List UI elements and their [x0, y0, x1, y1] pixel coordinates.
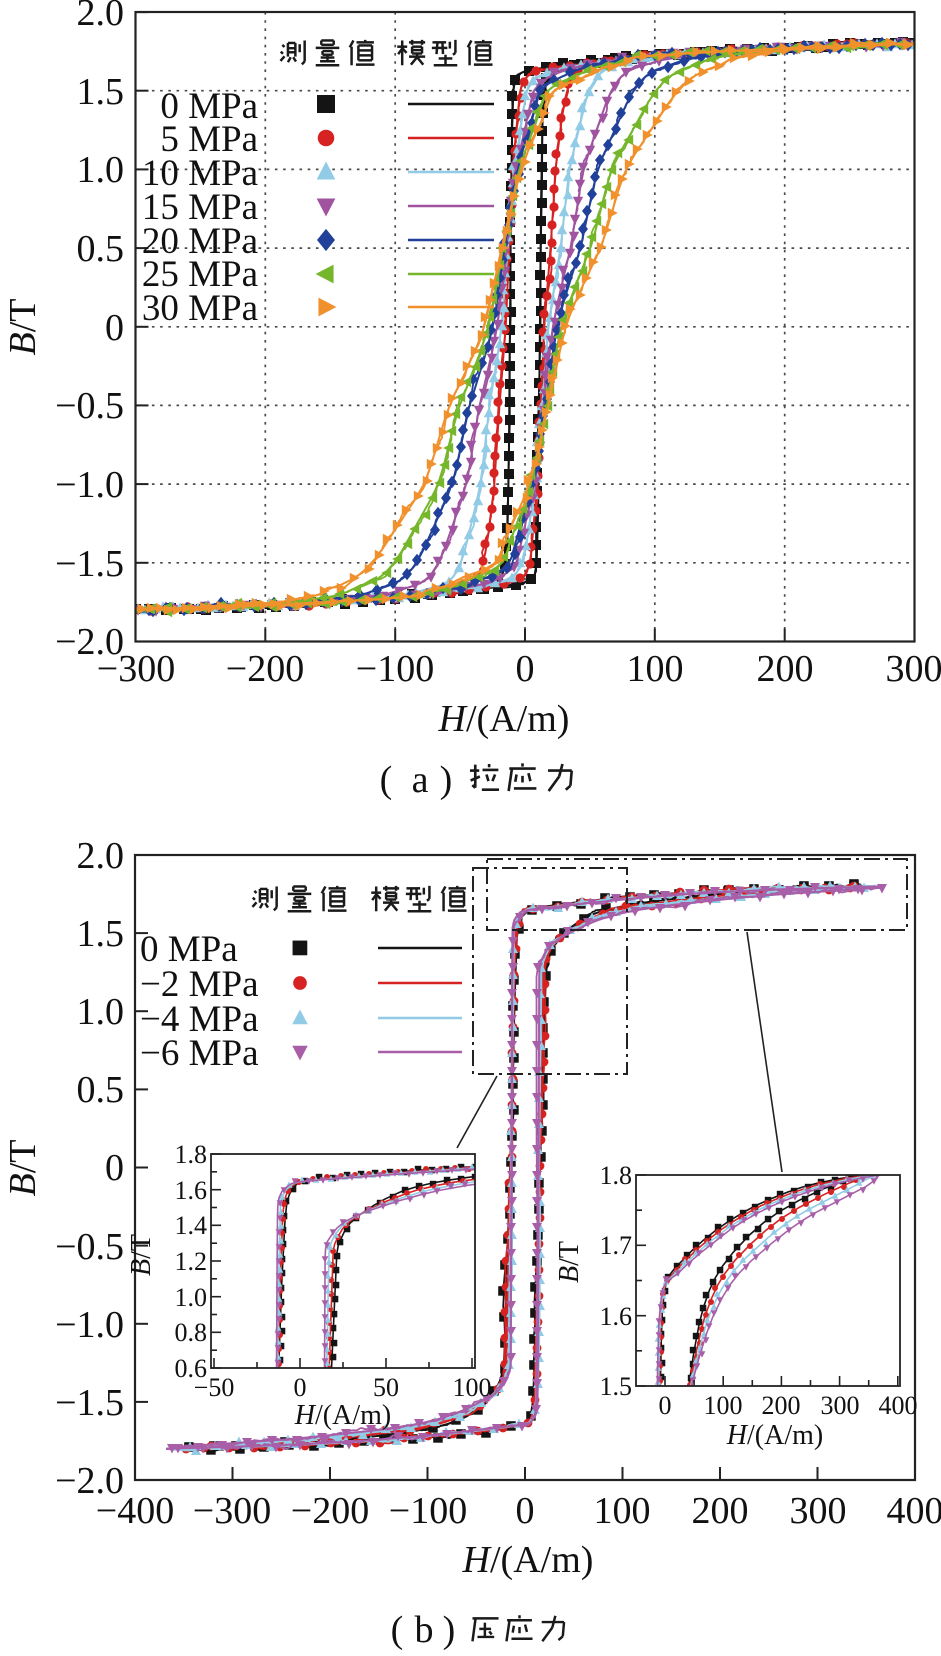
svg-text:−0.5: −0.5: [55, 385, 124, 427]
svg-text:1.0: 1.0: [77, 991, 125, 1033]
svg-text:−100: −100: [389, 1490, 467, 1532]
svg-text:400: 400: [879, 1391, 918, 1420]
svg-text:0: 0: [294, 1373, 307, 1402]
svg-text:B/T: B/T: [126, 1234, 157, 1276]
svg-text:b: b: [415, 1609, 434, 1651]
svg-text:1.5: 1.5: [600, 1372, 633, 1401]
svg-text:1.4: 1.4: [175, 1211, 208, 1240]
svg-text:50: 50: [373, 1373, 399, 1402]
svg-text:B/T: B/T: [2, 299, 44, 356]
svg-text:0: 0: [516, 1490, 535, 1532]
svg-text:−300: −300: [97, 648, 175, 690]
svg-text:0 MPa: 0 MPa: [140, 929, 238, 970]
svg-text:20 MPa: 20 MPa: [142, 221, 258, 262]
svg-text:B/T: B/T: [2, 1140, 44, 1197]
svg-text:0: 0: [516, 648, 535, 690]
svg-text:0.6: 0.6: [175, 1354, 208, 1383]
svg-text:−0.5: −0.5: [55, 1226, 124, 1268]
svg-text:300: 300: [886, 648, 941, 690]
svg-text:(: (: [380, 759, 393, 801]
svg-text:1.8: 1.8: [600, 1161, 633, 1190]
svg-text:1.5: 1.5: [77, 71, 125, 113]
svg-text:1.7: 1.7: [600, 1231, 633, 1260]
svg-text:H/(A/m): H/(A/m): [726, 1420, 823, 1451]
svg-text:200: 200: [762, 1391, 801, 1420]
svg-text:100: 100: [627, 648, 684, 690]
svg-text:1.6: 1.6: [175, 1176, 208, 1205]
svg-text:−1.0: −1.0: [55, 464, 124, 506]
svg-text:2.0: 2.0: [77, 0, 125, 34]
svg-text:H/(A/m): H/(A/m): [294, 1400, 391, 1431]
svg-text:10 MPa: 10 MPa: [142, 153, 258, 194]
svg-text:): ): [440, 759, 453, 801]
svg-text:B/T: B/T: [554, 1241, 585, 1283]
svg-text:−1.5: −1.5: [55, 1382, 124, 1424]
svg-text:−6 MPa: −6 MPa: [140, 1033, 259, 1074]
svg-text:1.8: 1.8: [175, 1140, 208, 1169]
svg-text:−300: −300: [193, 1490, 271, 1532]
svg-text:−200: −200: [226, 648, 304, 690]
svg-text:−2.0: −2.0: [55, 621, 124, 663]
svg-text:100: 100: [704, 1391, 743, 1420]
svg-text:−50: −50: [194, 1373, 235, 1402]
svg-text:−2.0: −2.0: [55, 1460, 124, 1502]
svg-text:−400: −400: [96, 1490, 174, 1532]
svg-text:25 MPa: 25 MPa: [142, 254, 258, 295]
svg-text:30 MPa: 30 MPa: [142, 288, 258, 329]
svg-text:1.2: 1.2: [175, 1247, 208, 1276]
svg-text:−100: −100: [356, 648, 434, 690]
svg-text:−2 MPa: −2 MPa: [140, 964, 259, 1005]
svg-text:100: 100: [453, 1373, 492, 1402]
svg-text:−1.0: −1.0: [55, 1304, 124, 1346]
svg-text:100: 100: [594, 1490, 651, 1532]
svg-text:0 MPa: 0 MPa: [160, 86, 258, 127]
svg-text:0: 0: [105, 1147, 124, 1189]
svg-text:200: 200: [757, 648, 814, 690]
svg-text:−1.5: −1.5: [55, 543, 124, 585]
svg-text:2.0: 2.0: [77, 835, 125, 877]
svg-text:0.5: 0.5: [77, 1069, 125, 1111]
svg-text:1.6: 1.6: [600, 1302, 633, 1331]
svg-text:300: 300: [790, 1490, 847, 1532]
svg-text:1.0: 1.0: [175, 1283, 208, 1312]
svg-text:(: (: [391, 1609, 404, 1651]
svg-text:200: 200: [692, 1490, 749, 1532]
svg-text:1.0: 1.0: [77, 149, 125, 191]
svg-text:400: 400: [887, 1490, 941, 1532]
svg-text:0.5: 0.5: [77, 228, 125, 270]
svg-text:15 MPa: 15 MPa: [142, 187, 258, 228]
svg-text:0: 0: [105, 307, 124, 349]
svg-text:a: a: [412, 759, 429, 801]
svg-text:5 MPa: 5 MPa: [160, 119, 258, 160]
svg-text:0: 0: [659, 1391, 672, 1420]
svg-text:): ): [443, 1609, 456, 1651]
svg-text:−200: −200: [291, 1490, 369, 1532]
svg-text:0.8: 0.8: [175, 1318, 208, 1347]
svg-text:−4 MPa: −4 MPa: [140, 999, 259, 1040]
svg-text:H/(A/m): H/(A/m): [462, 1539, 594, 1581]
svg-text:H/(A/m): H/(A/m): [438, 698, 570, 740]
svg-text:300: 300: [821, 1391, 860, 1420]
svg-text:1.5: 1.5: [77, 913, 125, 955]
